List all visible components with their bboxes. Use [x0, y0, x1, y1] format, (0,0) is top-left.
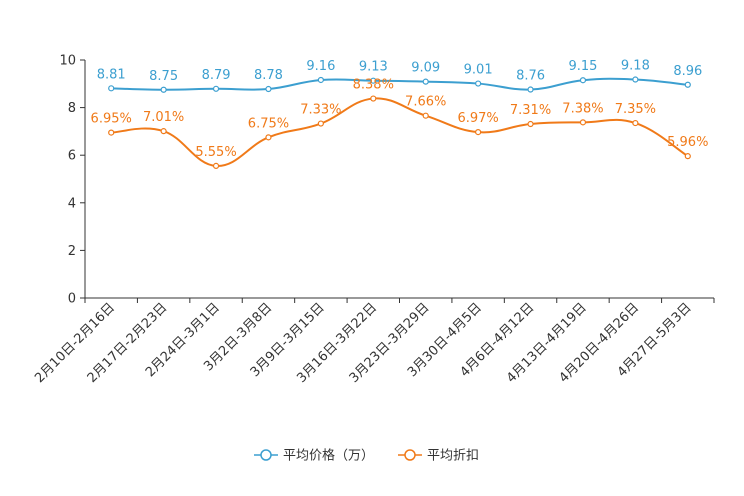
data-point — [212, 162, 220, 170]
data-label: 8.96 — [673, 64, 702, 79]
data-label: 9.16 — [306, 59, 335, 74]
data-label: 7.01% — [143, 110, 184, 125]
data-label: 7.33% — [300, 103, 341, 118]
data-point — [108, 85, 115, 92]
data-point — [317, 120, 324, 127]
data-label: 8.81 — [97, 67, 126, 82]
data-point — [370, 95, 377, 102]
data-point — [632, 76, 639, 83]
data-point — [160, 128, 167, 135]
data-label: 8.79 — [202, 68, 231, 83]
legend-item-1: 平均折扣 — [398, 449, 479, 464]
data-point — [317, 76, 324, 84]
data-point — [527, 120, 534, 128]
y-tick-label: 10 — [59, 54, 76, 69]
data-label: 8.78 — [254, 68, 283, 83]
data-label: 6.95% — [91, 112, 132, 127]
data-label: 5.55% — [195, 145, 236, 160]
data-point — [579, 77, 587, 84]
y-tick-label: 6 — [68, 149, 76, 164]
data-point — [265, 85, 272, 93]
data-label: 9.18 — [621, 59, 650, 74]
data-point — [475, 80, 482, 87]
y-tick-label: 2 — [68, 244, 76, 259]
data-point — [475, 129, 482, 136]
data-label: 9.13 — [359, 60, 388, 75]
data-label: 8.75 — [149, 69, 178, 84]
data-label: 6.97% — [457, 111, 498, 126]
series-line-0 — [111, 77, 688, 91]
data-point — [684, 81, 691, 88]
data-label: 7.66% — [405, 95, 446, 110]
data-point — [422, 112, 429, 119]
y-tick-label: 0 — [68, 292, 76, 307]
data-point — [108, 129, 115, 136]
data-point — [212, 85, 220, 92]
data-point — [422, 78, 429, 85]
data-label: 8.76 — [516, 69, 545, 84]
y-tick-label: 4 — [68, 196, 76, 211]
data-point — [160, 86, 167, 93]
legend-label: 平均折扣 — [427, 449, 479, 464]
data-point — [527, 86, 534, 93]
data-label: 7.35% — [615, 102, 656, 117]
data-label: 9.09 — [411, 61, 440, 76]
data-point — [265, 134, 272, 141]
data-point — [370, 77, 377, 84]
data-label: 7.31% — [510, 103, 551, 118]
data-label: 5.96% — [667, 135, 708, 150]
data-point — [632, 119, 639, 127]
legend-marker — [404, 449, 416, 461]
legend-label: 平均价格（万） — [283, 448, 374, 464]
data-label: 9.15 — [568, 59, 597, 74]
data-label: 9.01 — [464, 63, 493, 78]
data-label: 8.38% — [353, 78, 394, 93]
data-point — [579, 119, 587, 126]
legend-marker — [260, 449, 272, 461]
data-label: 6.75% — [248, 116, 289, 131]
data-point — [684, 153, 691, 160]
y-tick-label: 8 — [68, 101, 76, 116]
legend-item-0: 平均价格（万） — [254, 448, 374, 464]
data-label: 7.38% — [562, 101, 603, 116]
